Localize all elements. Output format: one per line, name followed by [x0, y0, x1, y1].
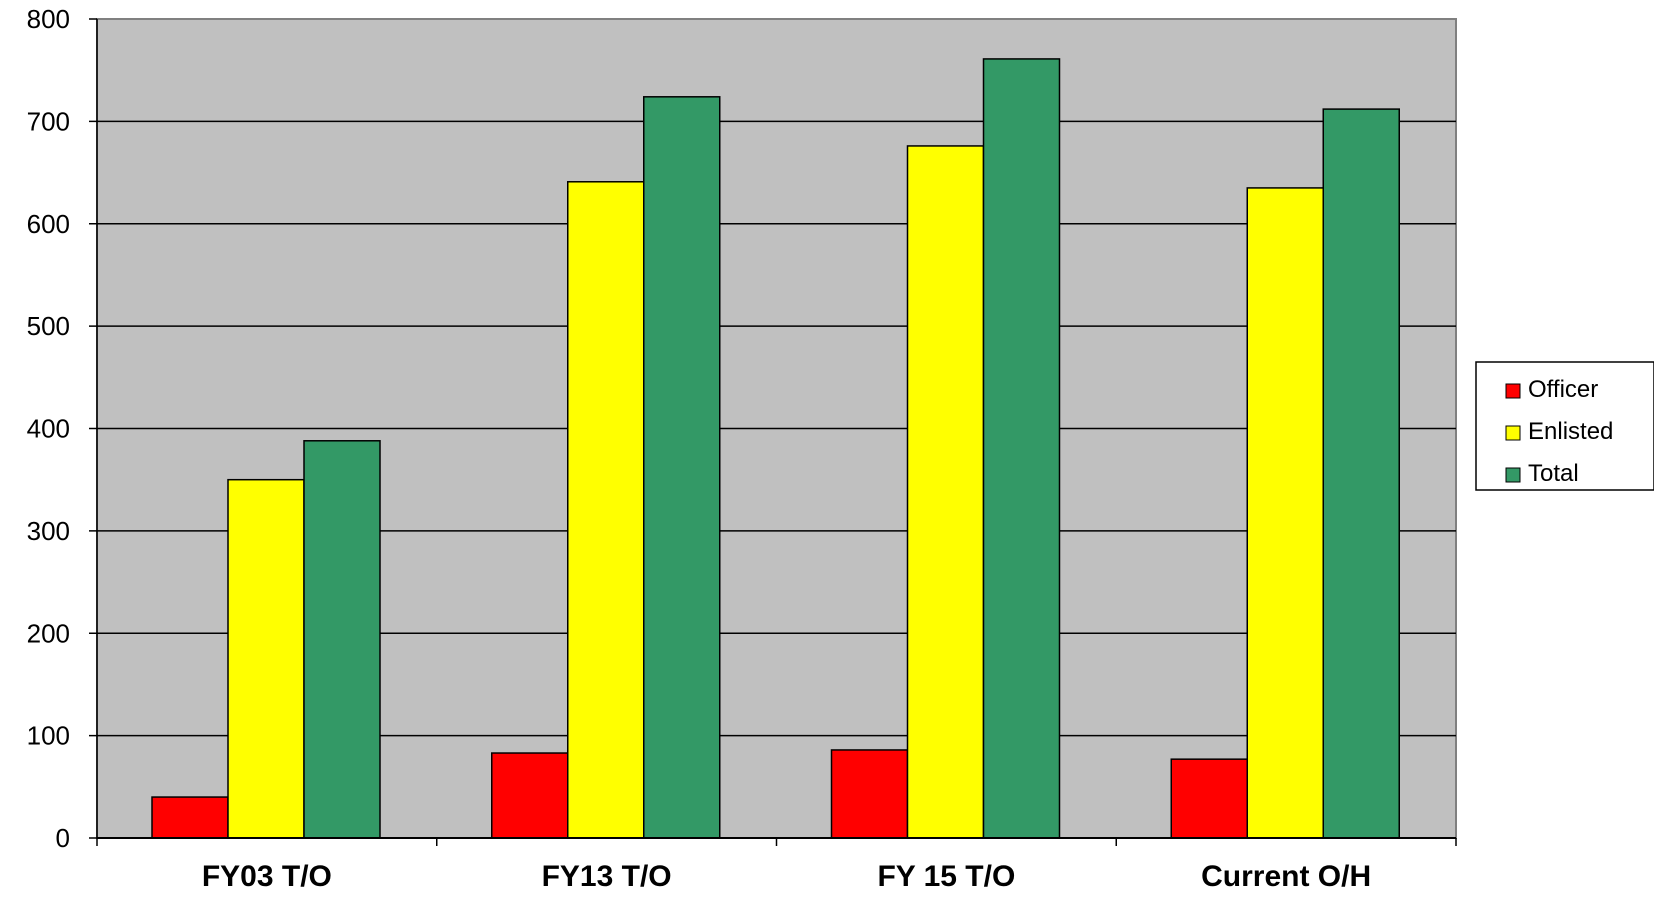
- bar-enlisted-3: [906, 145, 985, 839]
- x-tick-label: FY03 T/O: [202, 860, 332, 893]
- legend-swatch-officer: [1505, 383, 1521, 399]
- y-tick-label: 600: [27, 209, 70, 239]
- bar-total-4: [1322, 108, 1400, 839]
- bar-officer-4: [1170, 758, 1248, 839]
- legend-swatch-enlisted: [1505, 425, 1521, 441]
- axes: 0 100 200 300 400 500 600 700 800 FY03 T/O FY13 T/…: [27, 4, 1457, 893]
- bar-enlisted-1: [227, 478, 305, 839]
- bar-total-3: [982, 58, 1061, 839]
- y-tick-label: 300: [27, 516, 70, 546]
- y-tick-label: 700: [27, 106, 70, 136]
- legend: Officer Enlisted Total: [1475, 361, 1654, 491]
- bar-total-1: [303, 440, 381, 839]
- legend-label-enlisted: Enlisted: [1528, 418, 1613, 445]
- legend-label-total: Total: [1528, 460, 1579, 487]
- bar-enlisted-4: [1246, 187, 1324, 839]
- bar-total-2: [643, 96, 721, 839]
- y-tick-label: 200: [27, 618, 70, 648]
- legend-label-officer: Officer: [1528, 376, 1598, 403]
- x-tick-label: FY 15 T/O: [877, 860, 1015, 893]
- y-tick-label: 400: [27, 414, 70, 444]
- y-tick-label: 500: [27, 311, 70, 341]
- legend-swatch-total: [1505, 467, 1521, 483]
- x-tick-label: Current O/H: [1201, 860, 1371, 893]
- y-tick-label: 100: [27, 721, 70, 751]
- bar-officer-2: [491, 752, 569, 839]
- bar-enlisted-2: [567, 181, 645, 839]
- bar-officer-3: [830, 749, 909, 839]
- x-tick-label: FY13 T/O: [542, 860, 672, 893]
- bars: [151, 58, 1400, 839]
- y-tick-label: 800: [27, 4, 70, 34]
- bar-officer-1: [151, 796, 229, 839]
- y-tick-label: 0: [56, 823, 70, 853]
